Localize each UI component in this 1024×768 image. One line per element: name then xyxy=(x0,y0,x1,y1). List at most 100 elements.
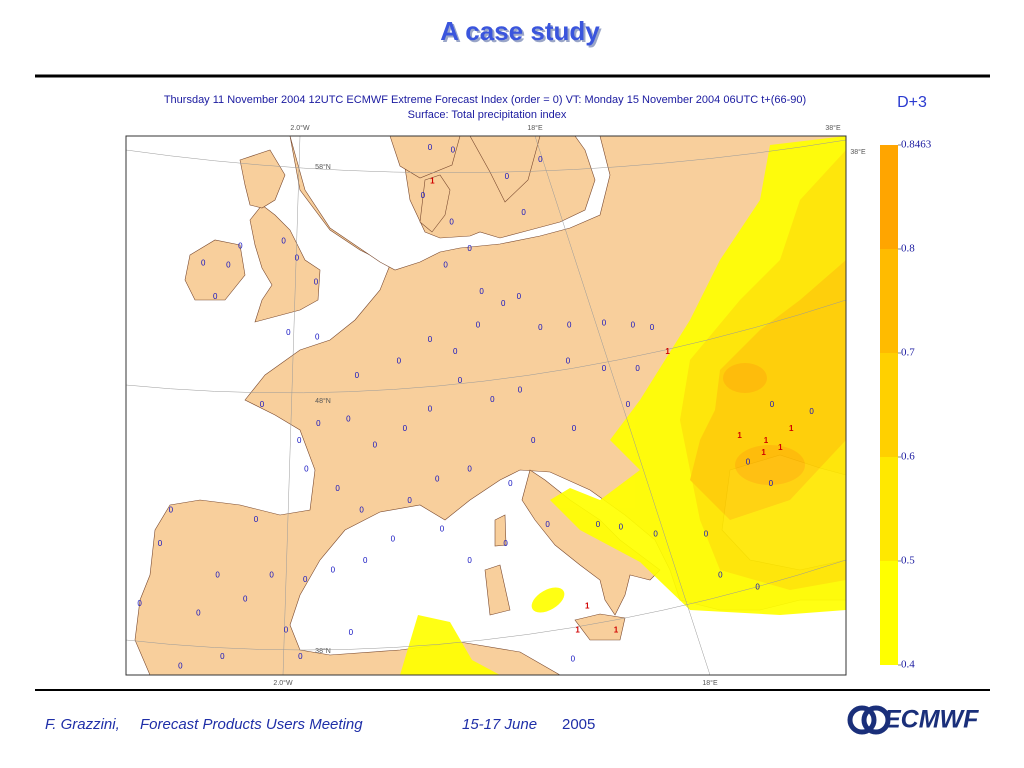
station-index: 0 xyxy=(769,479,774,488)
station-index: 0 xyxy=(196,609,201,618)
station-index: 0 xyxy=(571,654,576,663)
station-index: 0 xyxy=(169,506,174,515)
graticule xyxy=(126,136,846,675)
station-index: 0 xyxy=(243,594,248,603)
colorbar-class xyxy=(880,353,898,457)
station-index: 0 xyxy=(421,191,426,200)
station-index: 0 xyxy=(619,522,624,531)
station-index: 0 xyxy=(755,582,760,591)
colorbar-class xyxy=(880,457,898,561)
colorbar-label: 0.5 xyxy=(901,555,915,567)
grid-label: 38°N xyxy=(315,647,331,655)
station-index: 0 xyxy=(517,292,522,301)
station-index: 0 xyxy=(650,323,655,332)
efi-area xyxy=(690,260,846,520)
station-index: 0 xyxy=(213,292,218,301)
station-index: 0 xyxy=(467,465,472,474)
corsica xyxy=(494,514,507,547)
station-index: 0 xyxy=(467,556,472,565)
station-index: 0 xyxy=(503,539,508,548)
station-index: 0 xyxy=(596,520,601,529)
station-index: 1 xyxy=(789,424,794,433)
station-index: 0 xyxy=(295,254,300,263)
colorbar-label: 0.8 xyxy=(901,243,915,255)
station-index: 0 xyxy=(435,474,440,483)
colorbar-label: 0.4 xyxy=(901,659,915,671)
station-index: 1 xyxy=(737,431,742,440)
colorbar-class xyxy=(880,249,898,353)
station-index: 0 xyxy=(566,357,571,366)
station-index: 0 xyxy=(490,395,495,404)
station-index: 0 xyxy=(508,479,513,488)
footer-year: 2005 xyxy=(562,716,595,733)
station-index: 0 xyxy=(178,662,183,671)
station-index: 0 xyxy=(281,237,286,246)
station-index: 0 xyxy=(453,347,458,356)
station-index: 0 xyxy=(254,515,259,524)
station-index: 0 xyxy=(631,321,636,330)
station-index: 0 xyxy=(355,371,360,380)
station-index: 0 xyxy=(521,208,526,217)
map-title: Thursday 11 November 2004 12UTC ECMWF Ex… xyxy=(164,94,806,106)
station-index: 0 xyxy=(316,419,321,428)
footer-event: Forecast Products Users Meeting xyxy=(140,716,363,733)
station-index: 0 xyxy=(567,321,572,330)
station-index: 0 xyxy=(359,506,364,515)
station-index: 0 xyxy=(331,566,336,575)
station-index: 0 xyxy=(443,261,448,270)
station-index: 0 xyxy=(403,424,408,433)
logo-text: ECMWF xyxy=(884,706,979,734)
grid-label: 48°N xyxy=(315,397,331,405)
efi-area xyxy=(400,615,500,675)
station-index: 0 xyxy=(501,299,506,308)
title-shadow: A case study xyxy=(442,18,602,48)
station-index: 0 xyxy=(238,242,243,251)
station-index: 0 xyxy=(440,525,445,534)
lead-time: D+3 xyxy=(897,94,927,111)
station-index: 0 xyxy=(428,405,433,414)
station-index: 0 xyxy=(602,318,607,327)
station-index: 0 xyxy=(297,436,302,445)
station-index: 0 xyxy=(538,323,543,332)
station-index: 0 xyxy=(479,287,484,296)
station-index: 0 xyxy=(626,400,631,409)
colorbar: 0.4 0.5 0.6 0.7 0.8 0.8463 xyxy=(880,139,932,671)
logo-mark xyxy=(861,705,891,735)
station-index: 0 xyxy=(260,400,265,409)
efi-area xyxy=(735,445,805,485)
station-index: 1 xyxy=(761,448,766,457)
station-index: 0 xyxy=(269,570,274,579)
station-index: 0 xyxy=(303,575,308,584)
grid-label: 18°E xyxy=(702,679,718,687)
station-index: 1 xyxy=(575,626,580,635)
station-index: 1 xyxy=(665,347,670,356)
station-index: 1 xyxy=(614,626,619,635)
station-index: 0 xyxy=(335,484,340,493)
station-index: 0 xyxy=(137,599,142,608)
station-index: 0 xyxy=(428,335,433,344)
meridian xyxy=(534,136,711,675)
colorbar-label: 0.6 xyxy=(901,451,915,463)
station-index: 0 xyxy=(531,436,536,445)
efi-area xyxy=(723,363,767,393)
station-index: 0 xyxy=(635,364,640,373)
sardinia xyxy=(484,564,511,616)
scotland xyxy=(239,149,286,209)
station-index: 0 xyxy=(286,328,291,337)
station-index: 0 xyxy=(505,172,510,181)
grid-label: 38°E xyxy=(825,124,841,132)
station-index: 0 xyxy=(349,628,354,637)
station-index: 0 xyxy=(373,441,378,450)
station-index: 0 xyxy=(518,386,523,395)
station-index: 1 xyxy=(778,443,783,452)
station-index: 0 xyxy=(718,570,723,579)
station-index: 0 xyxy=(304,465,309,474)
footer-author: F. Grazzini, xyxy=(45,716,120,733)
station-index: 0 xyxy=(809,407,814,416)
grid-label: 58°N xyxy=(315,163,331,171)
colorbar-label: 0.8463 xyxy=(901,139,932,151)
footer-dates: 15-17 June xyxy=(462,716,537,733)
station-index: 0 xyxy=(572,424,577,433)
